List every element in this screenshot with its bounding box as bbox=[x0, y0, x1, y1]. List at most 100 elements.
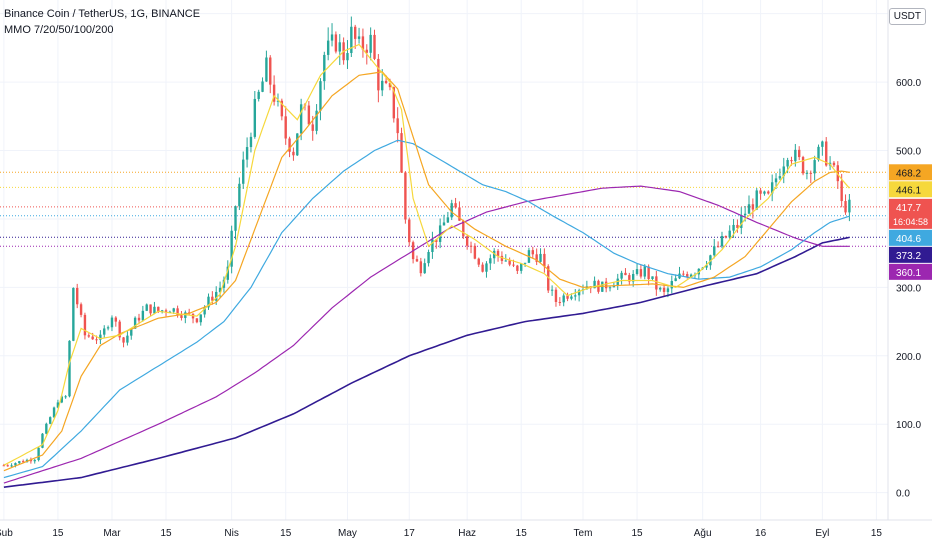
candle-body bbox=[813, 160, 816, 174]
candle-body bbox=[778, 176, 782, 179]
candle-body bbox=[751, 204, 755, 210]
candle-body bbox=[574, 295, 577, 297]
ma200-line bbox=[3, 236, 850, 488]
ma100-line bbox=[3, 185, 850, 484]
candle-body bbox=[381, 80, 384, 91]
currency-button[interactable]: USDT bbox=[888, 8, 926, 25]
candle-body bbox=[504, 260, 507, 262]
candle-body bbox=[45, 423, 48, 434]
candle-body bbox=[377, 58, 380, 91]
price-label-bg-ma50 bbox=[889, 229, 932, 246]
candle-body bbox=[311, 124, 314, 131]
price-label-price: 417.7 bbox=[896, 203, 921, 214]
candle-body bbox=[531, 250, 534, 255]
candle-body bbox=[168, 311, 172, 313]
candle-body bbox=[767, 191, 770, 194]
candle-body bbox=[689, 274, 693, 277]
candle-body bbox=[284, 116, 287, 139]
candle-body bbox=[593, 280, 596, 289]
candle-body bbox=[238, 183, 241, 207]
x-tick-label: May bbox=[338, 528, 357, 539]
time-axis[interactable]: Şub 15 Mar 15 Nis 15 May 17 Haz 15 Tem 15 Ağu 16 Eyl 15 bbox=[0, 528, 882, 539]
x-tick-label: Tem bbox=[574, 528, 593, 539]
candle-body bbox=[566, 295, 569, 299]
candle-body bbox=[720, 235, 724, 247]
candle-body bbox=[354, 26, 357, 39]
candle-body bbox=[462, 220, 465, 237]
candle-body bbox=[118, 321, 121, 338]
candle-body bbox=[465, 236, 469, 246]
candle-body bbox=[539, 253, 542, 262]
candle-body bbox=[280, 100, 284, 117]
candle-body bbox=[141, 310, 145, 321]
candle-body bbox=[68, 340, 71, 397]
candle-body bbox=[149, 304, 152, 314]
candle-body bbox=[604, 281, 608, 289]
price-label-bg-ma200 bbox=[889, 246, 932, 263]
y-tick-label: 200.0 bbox=[896, 352, 921, 363]
candle-body bbox=[400, 133, 403, 173]
candle-body bbox=[713, 246, 716, 256]
candle-body bbox=[415, 259, 419, 262]
x-tick-label: 17 bbox=[404, 528, 416, 539]
candle-body bbox=[736, 224, 739, 228]
candle-body bbox=[755, 190, 758, 210]
candle-body bbox=[234, 206, 237, 231]
candle-body bbox=[288, 138, 291, 152]
candle-body bbox=[496, 250, 500, 256]
candle-body bbox=[832, 162, 836, 166]
ma20-line bbox=[3, 71, 850, 472]
candle-body bbox=[369, 34, 372, 53]
price-axis-labels: 468.2 446.1 417.7 16:04:58 404.6 373.2 360.1 bbox=[889, 164, 932, 280]
candle-body bbox=[774, 178, 778, 183]
candle-body bbox=[492, 250, 496, 259]
candle-body bbox=[404, 172, 407, 220]
candle-body bbox=[253, 98, 257, 137]
candle-body bbox=[427, 251, 430, 264]
candle-body bbox=[547, 266, 550, 291]
candle-body bbox=[396, 118, 399, 134]
candle-body bbox=[2, 465, 6, 467]
candle-body bbox=[126, 335, 129, 343]
candle-body bbox=[458, 207, 461, 221]
candle-body bbox=[454, 203, 457, 208]
candle-body bbox=[543, 253, 546, 267]
candle-body bbox=[384, 80, 388, 84]
candle-body bbox=[99, 334, 102, 340]
candle-body bbox=[60, 396, 63, 403]
candle-body bbox=[272, 84, 276, 102]
candle-body bbox=[408, 219, 411, 243]
symbol-title[interactable]: Binance Coin / TetherUS, 1G, BINANCE bbox=[4, 8, 201, 20]
candle-body bbox=[740, 215, 743, 228]
candle-body bbox=[705, 265, 708, 268]
candle-body bbox=[770, 182, 774, 194]
candle-body bbox=[199, 314, 202, 323]
price-label-ma200: 373.2 bbox=[896, 251, 921, 262]
candle-body bbox=[18, 461, 21, 464]
candle-body bbox=[207, 296, 210, 308]
chart-grid bbox=[0, 0, 888, 520]
candle-body bbox=[76, 287, 79, 305]
candle-body bbox=[724, 235, 728, 238]
candle-body bbox=[635, 269, 639, 274]
candle-body bbox=[655, 276, 658, 290]
study-legend[interactable]: MMO 7/20/50/100/200 bbox=[4, 24, 114, 36]
candle-body bbox=[180, 315, 183, 318]
x-tick-label: Eyl bbox=[815, 528, 829, 539]
candle-body bbox=[114, 317, 118, 322]
candle-body bbox=[226, 266, 229, 280]
candle-body bbox=[91, 336, 94, 340]
candle-body bbox=[608, 287, 612, 289]
candle-body bbox=[508, 260, 511, 265]
candle-body bbox=[6, 465, 9, 467]
candle-body bbox=[296, 133, 299, 156]
candle-body bbox=[269, 57, 272, 85]
candle-body bbox=[41, 433, 44, 448]
candle-body bbox=[388, 83, 392, 88]
candle-body bbox=[338, 42, 341, 52]
y-tick-label: 600.0 bbox=[896, 78, 921, 89]
candle-body bbox=[550, 289, 554, 291]
candle-body bbox=[72, 287, 75, 341]
candle-body bbox=[817, 146, 820, 161]
